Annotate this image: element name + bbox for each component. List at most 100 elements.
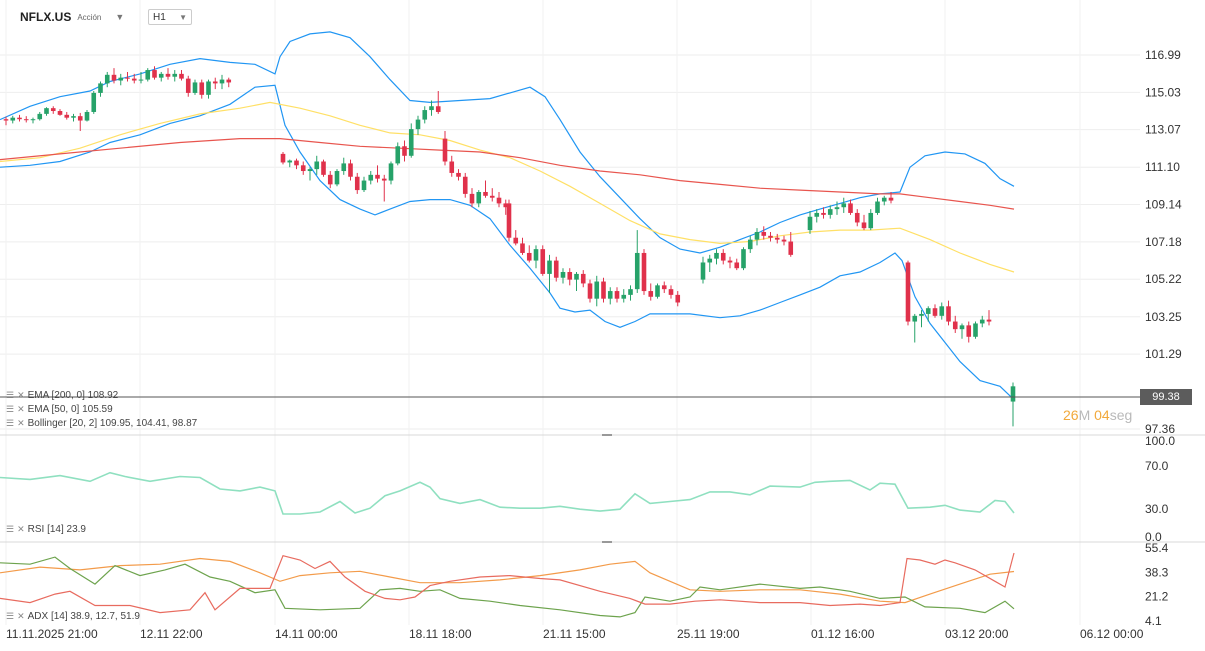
candle-body <box>44 108 49 114</box>
price-tick-label: 113.07 <box>1145 123 1181 137</box>
settings-icon[interactable]: ☰ <box>6 404 15 414</box>
close-icon[interactable]: ✕ <box>17 390 25 400</box>
candle-body <box>720 252 726 261</box>
candle-body <box>594 281 600 299</box>
candle-body <box>580 273 586 284</box>
candle-body <box>774 237 780 240</box>
candle-body <box>560 272 566 278</box>
candle-body <box>449 161 455 173</box>
candle-body <box>979 319 985 324</box>
symbol-name[interactable]: NFLX.US <box>20 10 72 24</box>
timeframe-select[interactable]: H1 ▼ <box>148 9 192 25</box>
candle-body <box>476 191 482 204</box>
settings-icon[interactable]: ☰ <box>6 611 15 621</box>
settings-icon[interactable]: ☰ <box>6 524 15 534</box>
candle-body <box>469 193 475 204</box>
price-tick-label: 111.10 <box>1145 160 1180 174</box>
time-tick-label: 12.11 22:00 <box>140 627 203 641</box>
adx-tick-label: 38.3 <box>1145 565 1169 579</box>
candle-body <box>807 216 813 231</box>
candle-body <box>821 212 826 215</box>
time-tick-label: 14.11 00:00 <box>275 627 338 641</box>
candle-body <box>939 306 945 316</box>
countdown-minutes-unit: M <box>1078 407 1091 423</box>
close-icon[interactable]: ✕ <box>17 404 25 414</box>
candle-body <box>675 294 681 303</box>
legend-bollinger-label: Bollinger [20, 2] 109.95, 104.41, 98.87 <box>27 418 198 429</box>
candle-body <box>834 207 840 210</box>
candle-body <box>861 222 867 229</box>
adx-line <box>0 557 1015 604</box>
candle-body <box>111 74 117 81</box>
adx-tick-label: 21.2 <box>1145 590 1169 604</box>
candle-body <box>327 174 333 185</box>
candle-countdown: 26M 04seg <box>1063 407 1132 423</box>
candle-body <box>415 119 421 130</box>
candle-body <box>513 237 519 244</box>
candle-body <box>206 81 211 95</box>
candle-body <box>574 273 579 280</box>
candle-body <box>395 146 401 164</box>
pane-resize-handle-2[interactable] <box>602 541 612 543</box>
candle-body <box>526 252 532 261</box>
candle-body <box>788 241 794 255</box>
candle-body <box>219 79 225 84</box>
candle-body <box>138 79 144 81</box>
price-tick-label: 109.14 <box>1145 198 1182 212</box>
candle-body <box>307 169 313 172</box>
time-tick-label: 18.11 18:00 <box>409 627 472 641</box>
candle-body <box>429 106 434 111</box>
candle-body <box>381 178 387 181</box>
candle-body <box>50 108 56 112</box>
legend-ema50: ☰ ✕ EMA [50, 0] 105.59 <box>6 404 113 415</box>
candle-body <box>422 110 428 120</box>
candle-body <box>1010 386 1016 402</box>
candle-body <box>540 249 546 274</box>
candle-body <box>607 291 613 299</box>
candle-body <box>77 116 83 121</box>
ema50-line <box>0 101 1015 273</box>
candle-body <box>462 176 468 194</box>
candle-body <box>854 212 860 223</box>
candle-body <box>314 161 320 170</box>
close-icon[interactable]: ✕ <box>17 524 25 534</box>
candle-body <box>912 315 918 322</box>
candle-body <box>71 116 76 118</box>
candle-body <box>489 195 495 198</box>
candle-body <box>179 73 184 79</box>
price-tick-label: 101.29 <box>1145 347 1182 361</box>
candle-body <box>435 106 441 112</box>
symbol-dropdown-icon[interactable]: ▼ <box>115 12 125 22</box>
candle-body <box>226 79 232 83</box>
candle-body <box>104 74 110 84</box>
candle-body <box>192 82 198 93</box>
legend-ema200: ☰ ✕ EMA [200, 0] 108.92 <box>6 390 118 401</box>
candle-body <box>919 313 924 316</box>
candle-body <box>655 285 660 297</box>
candle-body <box>841 203 847 208</box>
settings-icon[interactable]: ☰ <box>6 390 15 400</box>
legend-rsi-label: RSI [14] 23.9 <box>27 524 86 535</box>
legend-ema50-label: EMA [50, 0] 105.59 <box>27 404 113 415</box>
grid-lines <box>0 0 1140 625</box>
asset-type: Acción <box>77 12 102 22</box>
legend-bollinger: ☰ ✕ Bollinger [20, 2] 109.95, 104.41, 98.… <box>6 418 197 429</box>
close-icon[interactable]: ✕ <box>17 418 25 428</box>
candle-body <box>761 231 767 236</box>
candle-body <box>23 119 29 121</box>
adx-pane <box>0 552 1015 618</box>
candle-body <box>10 117 16 121</box>
settings-icon[interactable]: ☰ <box>6 418 15 428</box>
close-icon[interactable]: ✕ <box>17 611 25 621</box>
legend-adx-label: ADX [14] 38.9, 12.7, 51.9 <box>27 611 140 622</box>
candle-body <box>621 294 627 299</box>
candle-body <box>973 323 978 337</box>
pane-resize-handle-1[interactable] <box>602 434 612 436</box>
adx-tick-label: 4.1 <box>1145 614 1162 628</box>
candle-body <box>700 262 706 280</box>
candle-body <box>925 308 931 314</box>
candle-body <box>661 285 667 290</box>
candle-body <box>533 249 539 261</box>
candle-body <box>402 146 407 156</box>
